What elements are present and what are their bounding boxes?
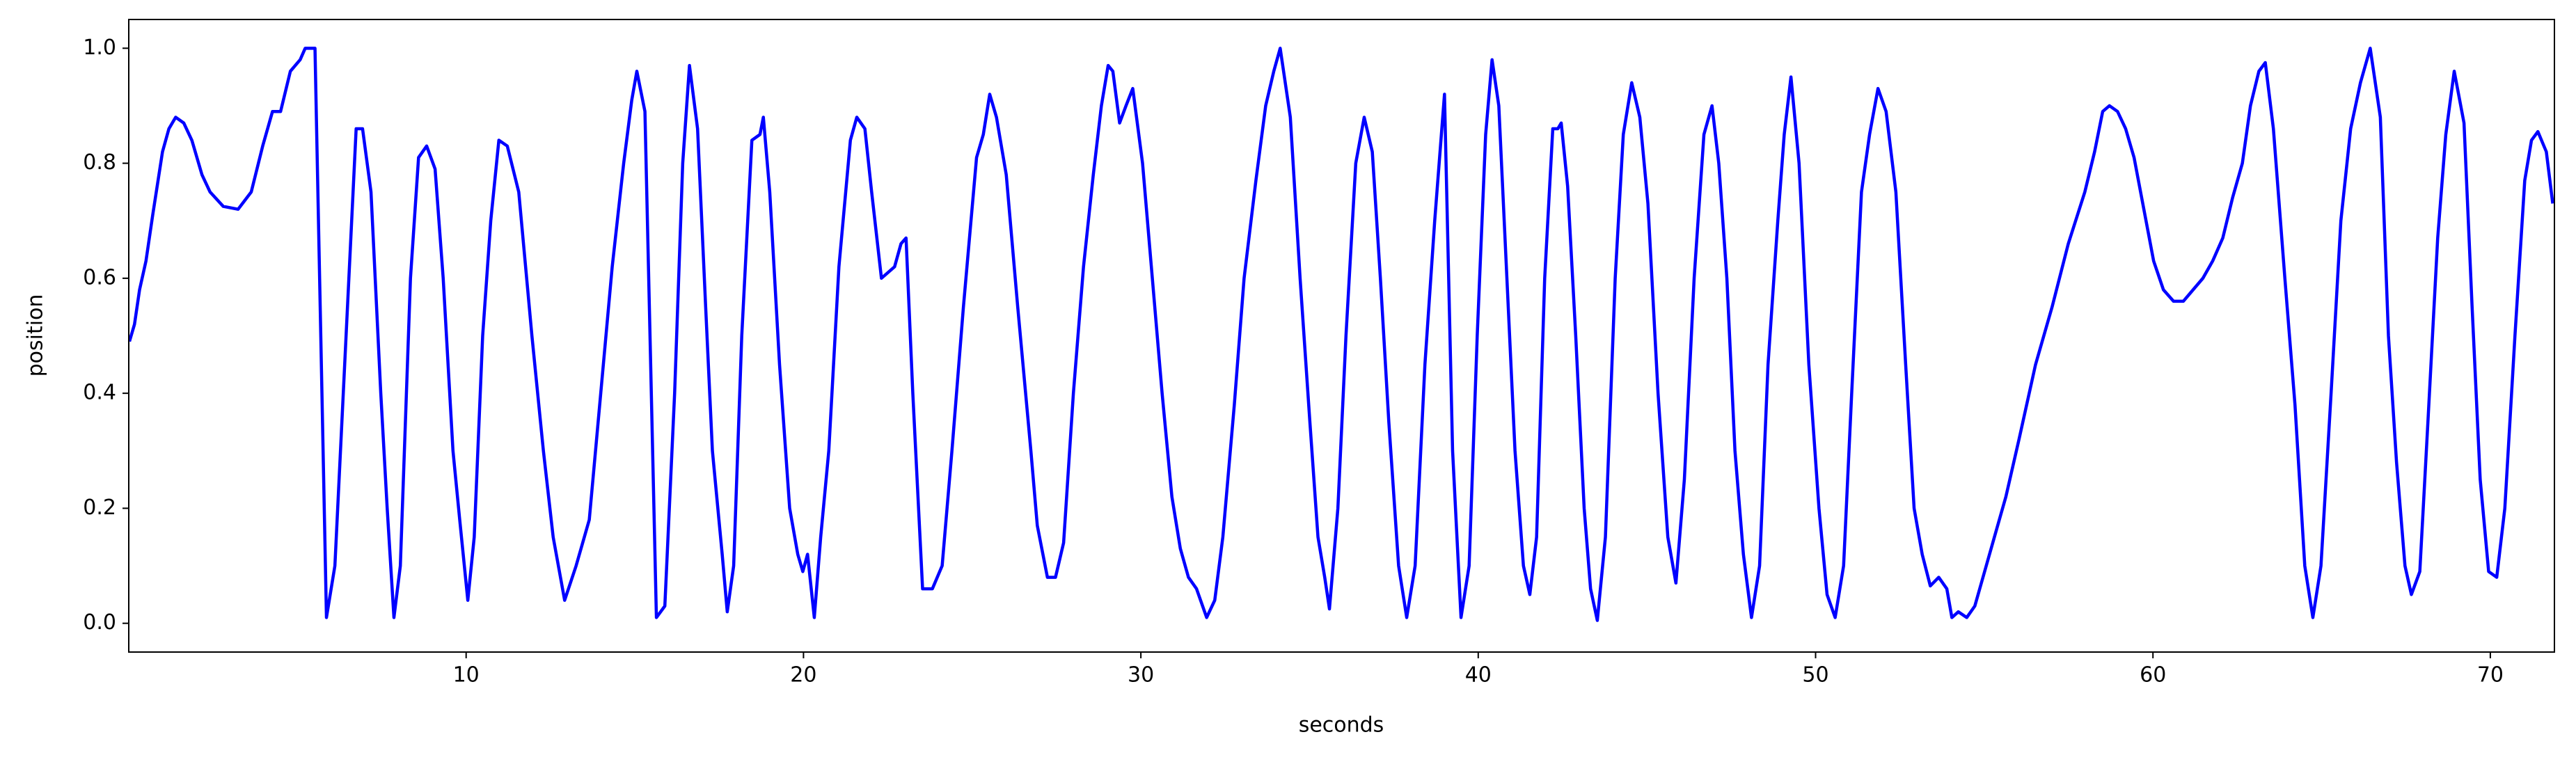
x-tick-label: 10 — [453, 663, 480, 688]
y-axis-label: position — [24, 294, 48, 377]
data-line — [127, 47, 2554, 622]
x-tick-label: 70 — [2477, 663, 2504, 688]
y-tick-label: 1.0 — [83, 35, 116, 60]
y-tick-label: 0.8 — [83, 150, 116, 175]
x-tick-label: 20 — [790, 663, 816, 688]
y-tick-label: 0.6 — [83, 265, 116, 289]
y-tick-label: 0.2 — [83, 495, 116, 520]
x-tick-label: 30 — [1128, 663, 1154, 688]
x-tick-label: 50 — [1802, 663, 1828, 688]
y-tick-label: 0.4 — [83, 381, 116, 405]
x-tick-label: 40 — [1465, 663, 1492, 688]
y-tick-label: 0.0 — [83, 610, 116, 635]
x-tick-label: 60 — [2140, 663, 2166, 688]
plot-frame — [128, 19, 2555, 653]
x-axis-label: seconds — [1299, 713, 1384, 738]
